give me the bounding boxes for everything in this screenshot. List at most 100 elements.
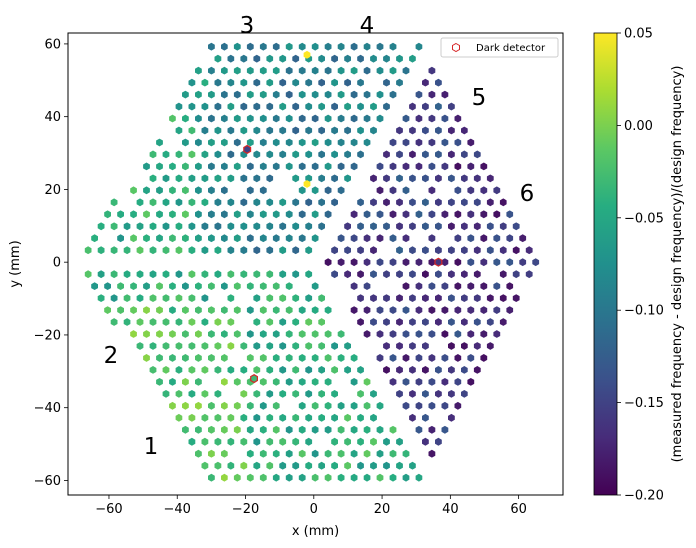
detector-hex: [422, 342, 429, 350]
detector-hex: [175, 126, 183, 135]
detector-hex: [266, 318, 274, 326]
detector-hex: [253, 366, 261, 374]
detector-hex: [272, 378, 280, 386]
detector-hex: [240, 174, 248, 183]
detector-hex: [292, 198, 300, 207]
detector-hex: [428, 425, 436, 434]
detector-hex: [182, 330, 189, 338]
detector-hex: [259, 425, 267, 434]
detector-hex: [486, 342, 494, 350]
detector-hex: [221, 330, 228, 338]
detector-hex: [285, 473, 293, 482]
detector-hex: [279, 102, 287, 111]
detector-hex: [486, 222, 494, 231]
detector-hex: [441, 282, 449, 290]
detector-hex: [363, 425, 371, 434]
detector-hex: [246, 473, 254, 482]
detector-hex: [279, 54, 287, 63]
detector-hex: [473, 198, 481, 207]
detector-hex: [240, 461, 248, 470]
detector-hex: [253, 150, 261, 159]
detector-hex: [221, 66, 228, 75]
detector-hex: [175, 390, 183, 398]
detector-hex: [259, 378, 267, 386]
detector-hex: [259, 42, 267, 51]
detector-hex: [467, 282, 475, 290]
y-axis-label: y (mm): [8, 240, 23, 287]
detector-hex: [292, 413, 300, 422]
detector-hex: [415, 138, 423, 147]
detector-hex: [169, 234, 176, 243]
detector-hex: [389, 138, 397, 147]
detector-hex: [519, 258, 527, 267]
detector-hex: [259, 282, 267, 290]
detector-hex: [188, 78, 196, 87]
detector-hex: [130, 234, 137, 243]
detector-hex: [305, 390, 313, 398]
colorbar-tick-label: −0.05: [624, 211, 664, 226]
detector-hex: [233, 210, 241, 219]
detector-hex: [253, 342, 261, 350]
detector-hex: [188, 270, 196, 279]
detector-hex: [188, 318, 196, 326]
detector-hex: [279, 413, 287, 422]
detector-hex: [208, 330, 215, 338]
detector-hex: [253, 318, 261, 326]
detector-hex: [461, 174, 468, 183]
detector-hex: [441, 401, 449, 410]
detector-hex: [298, 90, 306, 99]
detector-hex: [337, 186, 345, 195]
detector-hex: [519, 234, 527, 243]
detector-hex: [383, 78, 390, 87]
detector-hex: [402, 186, 410, 195]
detector-hex: [221, 401, 228, 410]
detector-hex: [363, 306, 371, 314]
detector-hex: [383, 270, 390, 279]
detector-hex: [473, 246, 481, 255]
detector-hex: [91, 282, 98, 290]
detector-hex: [454, 306, 462, 314]
detector-hex: [175, 246, 183, 255]
detector-hex: [467, 354, 475, 362]
detector-hex: [201, 366, 209, 374]
detector-hex: [285, 306, 293, 314]
detector-hex: [259, 401, 267, 410]
detector-hex: [311, 186, 319, 195]
detector-hex: [461, 366, 468, 374]
detector-hex: [350, 378, 358, 386]
dark-detector-hex: [250, 374, 258, 384]
detector-hex: [324, 162, 332, 171]
detector-hex: [350, 449, 358, 458]
detector-hex: [454, 186, 462, 195]
detector-hex: [324, 378, 332, 386]
detector-hex: [84, 246, 92, 255]
detector-hex: [259, 114, 267, 123]
detector-hex: [363, 210, 371, 219]
detector-hex: [208, 114, 215, 123]
detector-hex: [285, 210, 293, 219]
detector-hex: [240, 126, 248, 135]
detector-hex: [389, 330, 397, 338]
detector-hex: [311, 234, 319, 243]
detector-hex: [97, 222, 105, 231]
detector-hex: [246, 210, 254, 219]
detector-hex: [311, 378, 319, 386]
detector-hex: [318, 342, 325, 350]
detector-hex: [240, 413, 248, 422]
detector-hex: [344, 246, 351, 255]
detector-hex: [454, 401, 462, 410]
detector-hex: [272, 473, 280, 482]
detector-hex: [396, 318, 403, 326]
detector-hex: [149, 366, 157, 374]
detector-hex: [409, 150, 416, 159]
detector-hex: [461, 150, 468, 159]
detector-hex: [227, 342, 235, 350]
detector-hex: [201, 294, 209, 302]
detector-hex: [344, 78, 351, 87]
legend-dark-detector-label: Dark detector: [476, 43, 546, 54]
detector-hex: [370, 54, 377, 63]
detector-hex: [473, 222, 481, 231]
detector-hex: [350, 306, 358, 314]
detector-hex: [422, 198, 429, 207]
detector-hex: [285, 42, 293, 51]
